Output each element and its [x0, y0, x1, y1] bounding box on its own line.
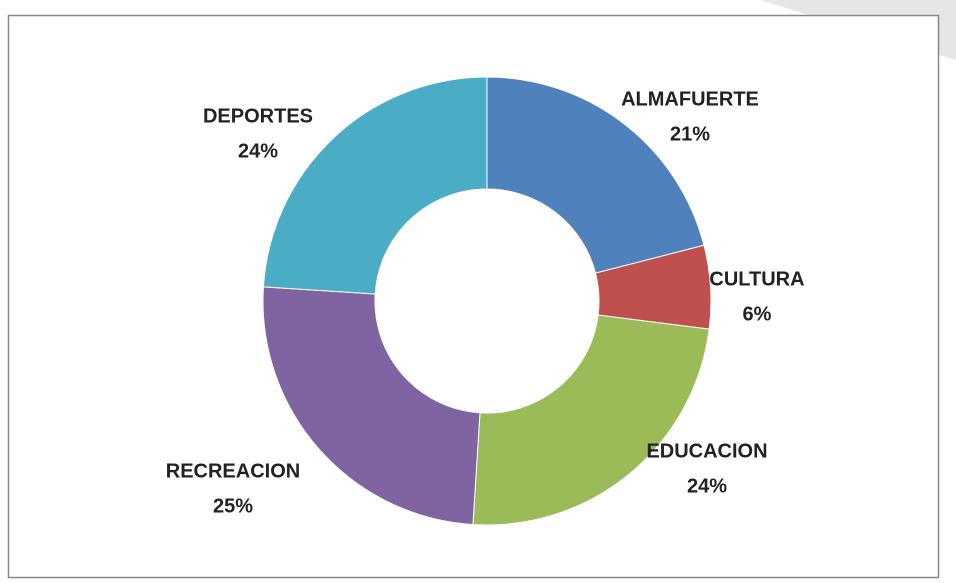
slice-label: ALMAFUERTE [621, 88, 759, 110]
slice-label: DEPORTES [203, 105, 313, 127]
slice-label: RECREACION [166, 460, 300, 482]
slice-value-label: 25% [213, 495, 253, 517]
donut-slice [262, 286, 481, 526]
slice-label: CULTURA [709, 268, 804, 290]
slice-value-label: 24% [238, 140, 278, 162]
slice-value-label: 6% [743, 303, 772, 325]
slice-label: EDUCACION [646, 440, 767, 462]
slice-value-label: 24% [687, 475, 727, 497]
donut-slice [472, 314, 710, 526]
donut-slice [262, 76, 488, 295]
donut-slice [486, 76, 705, 274]
slice-value-label: 21% [670, 123, 710, 145]
